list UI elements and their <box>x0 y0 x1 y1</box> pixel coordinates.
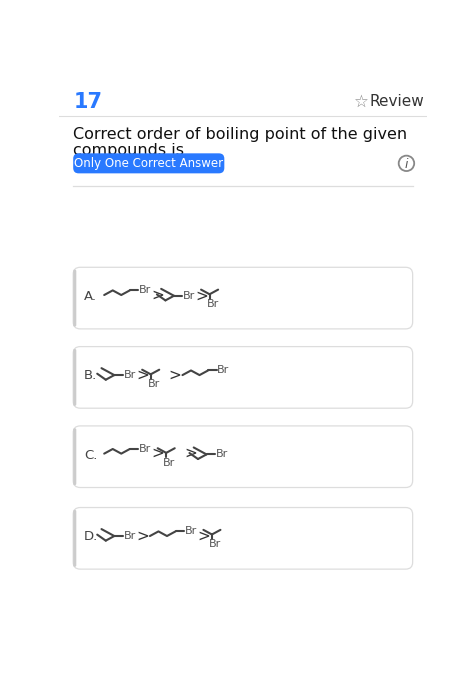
FancyBboxPatch shape <box>73 507 413 569</box>
Text: D.: D. <box>84 530 98 543</box>
Text: ☆: ☆ <box>354 93 369 111</box>
Text: >: > <box>152 446 164 461</box>
Text: 17: 17 <box>73 92 102 112</box>
Text: Br: Br <box>124 531 136 541</box>
Text: >: > <box>136 528 149 543</box>
Text: Review: Review <box>369 94 424 109</box>
FancyBboxPatch shape <box>73 510 76 567</box>
Text: >: > <box>197 528 210 543</box>
FancyBboxPatch shape <box>59 82 427 606</box>
Text: Br: Br <box>139 444 151 454</box>
FancyBboxPatch shape <box>73 267 413 329</box>
Text: Br: Br <box>147 379 160 390</box>
Text: >: > <box>136 368 149 383</box>
FancyBboxPatch shape <box>73 270 76 327</box>
Text: >: > <box>169 368 181 383</box>
Text: Br: Br <box>124 370 136 380</box>
Text: Br: Br <box>216 449 228 460</box>
Text: >: > <box>152 287 164 302</box>
Text: compounds is: compounds is <box>73 143 184 158</box>
Text: Br: Br <box>207 299 219 309</box>
FancyBboxPatch shape <box>73 426 413 488</box>
Text: Br: Br <box>183 291 195 301</box>
Text: A.: A. <box>84 290 97 303</box>
Text: Only One Correct Answer: Only One Correct Answer <box>74 157 223 170</box>
Text: Br: Br <box>163 458 175 468</box>
Text: Br: Br <box>218 366 229 375</box>
Text: >: > <box>196 288 209 303</box>
FancyBboxPatch shape <box>73 347 413 408</box>
Text: Br: Br <box>209 539 221 550</box>
Text: Br: Br <box>139 285 151 296</box>
Text: i: i <box>405 157 408 171</box>
FancyBboxPatch shape <box>73 428 76 485</box>
Text: Br: Br <box>185 526 197 537</box>
Text: Correct order of boiling point of the given: Correct order of boiling point of the gi… <box>73 127 407 142</box>
FancyBboxPatch shape <box>73 153 224 174</box>
Text: C.: C. <box>84 449 98 462</box>
FancyBboxPatch shape <box>73 349 76 406</box>
Text: >: > <box>184 446 197 461</box>
Text: B.: B. <box>84 369 97 382</box>
